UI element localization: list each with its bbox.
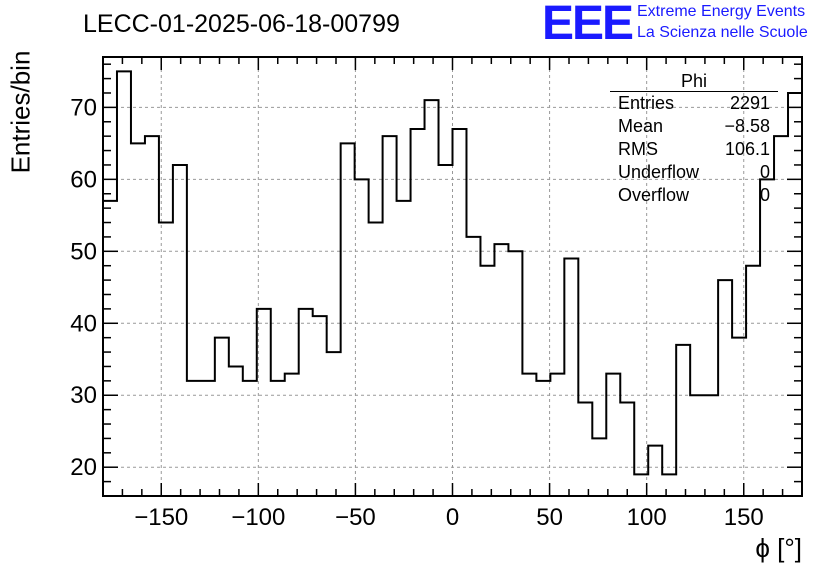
stats-box: Phi Entries 2291 Mean −8.58 RMS 106.1 Under… <box>610 71 778 207</box>
stats-key: Underflow <box>618 162 700 182</box>
chart-title: LECC-01-2025-06-18-00799 <box>83 10 400 38</box>
eee-logo: EEE <box>542 0 634 50</box>
x-tick-label: 100 <box>627 504 667 531</box>
x-tick-label: 150 <box>724 504 764 531</box>
logo-line-2: La Scienza nelle Scuole <box>637 24 808 41</box>
stats-row: Entries 2291 <box>610 92 778 115</box>
stats-key: RMS <box>618 139 658 159</box>
logo-line-1: Extreme Energy Events <box>637 3 806 20</box>
stats-key: Entries <box>618 93 675 113</box>
stats-row: Overflow 0 <box>610 184 778 207</box>
stats-title: Phi <box>610 71 778 92</box>
stats-value: 0 <box>759 162 770 182</box>
y-tick-label: 30 <box>70 382 97 409</box>
y-tick-label: 60 <box>70 166 97 193</box>
y-tick-label: 20 <box>70 454 97 481</box>
axis-ticks <box>103 57 802 496</box>
stats-value: 106.1 <box>724 139 770 159</box>
y-tick-label: 50 <box>70 238 97 265</box>
stats-key: Mean <box>618 116 664 136</box>
x-tick-label: −150 <box>134 504 188 531</box>
stats-key: Overflow <box>618 185 690 205</box>
stats-value: 2291 <box>729 93 770 113</box>
stats-row: Mean −8.58 <box>610 115 778 138</box>
stats-row: Underflow 0 <box>610 161 778 184</box>
x-axis-label: ϕ [°] <box>755 533 802 563</box>
x-tick-label: −100 <box>231 504 285 531</box>
x-tick-label: 50 <box>536 504 563 531</box>
histogram-series <box>103 70 802 476</box>
x-tick-label: 0 <box>446 504 459 531</box>
axis-tick-labels: −150 −100 −50 0 50 100 150 20 30 40 50 60 70 <box>70 94 763 531</box>
stats-value: 0 <box>759 185 770 205</box>
y-axis-label: Entries/bin <box>5 50 36 174</box>
stats-row: RMS 106.1 <box>610 138 778 161</box>
stats-value: −8.58 <box>724 116 770 136</box>
x-tick-label: −50 <box>335 504 376 531</box>
y-tick-label: 70 <box>70 94 97 121</box>
y-tick-label: 40 <box>70 310 97 337</box>
